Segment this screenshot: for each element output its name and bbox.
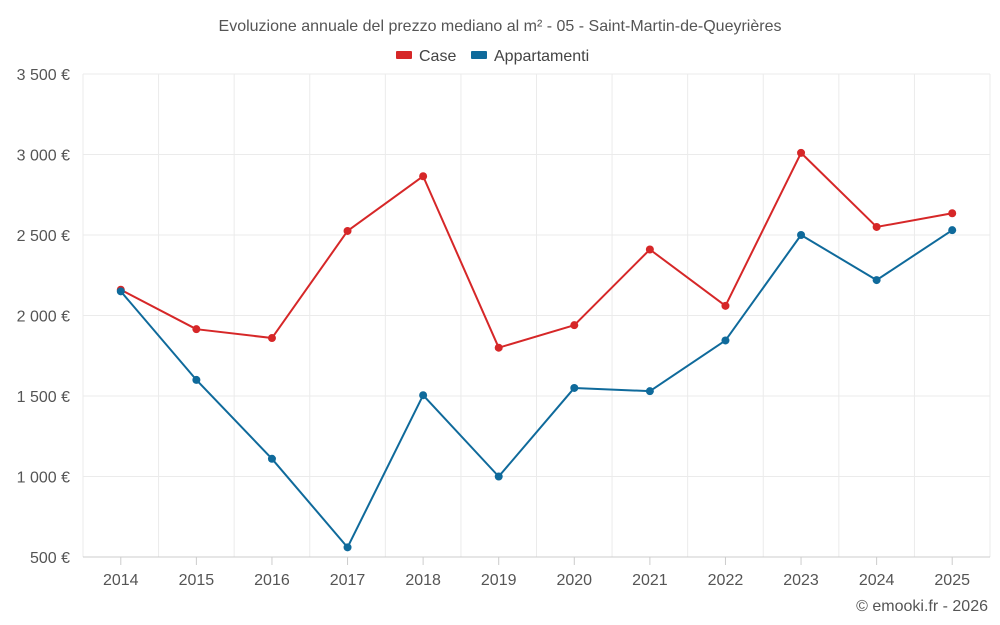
y-tick-label: 1 500 € (17, 389, 70, 406)
data-point-appartamenti[interactable] (267, 454, 276, 463)
series-appartamenti (116, 226, 957, 552)
legend-label-appartamenti: Appartamenti (494, 48, 589, 65)
data-point-case[interactable] (570, 321, 579, 330)
data-point-appartamenti[interactable] (872, 276, 881, 285)
y-tick-label: 3 000 € (17, 148, 70, 165)
data-point-case[interactable] (721, 301, 730, 310)
legend: Case Appartamenti (396, 48, 589, 65)
data-point-case[interactable] (645, 245, 654, 254)
y-tick-label: 2 000 € (17, 309, 70, 326)
x-tick-label: 2016 (254, 572, 290, 589)
legend-swatch-appartamenti (471, 51, 487, 59)
axes: 500 € 1 000 € 1 500 € 2 000 € 2 500 € 3 000 €… (17, 67, 990, 589)
data-point-appartamenti[interactable] (721, 336, 730, 345)
x-tick-label: 2021 (632, 572, 668, 589)
y-tick-label: 1 000 € (17, 470, 70, 487)
series (116, 148, 957, 552)
data-point-appartamenti[interactable] (494, 472, 503, 481)
data-point-case[interactable] (192, 325, 201, 334)
data-point-case[interactable] (267, 334, 276, 343)
y-tick-label: 2 500 € (17, 228, 70, 245)
legend-item-case[interactable]: Case (396, 48, 456, 65)
data-point-appartamenti[interactable] (419, 391, 428, 400)
data-point-appartamenti[interactable] (948, 226, 957, 235)
legend-label-case: Case (419, 48, 456, 65)
data-point-case[interactable] (343, 226, 352, 235)
data-point-case[interactable] (419, 172, 428, 181)
x-tick-label: 2020 (556, 572, 592, 589)
x-tick-label: 2018 (405, 572, 441, 589)
data-point-case[interactable] (797, 148, 806, 157)
data-point-case[interactable] (948, 209, 957, 218)
legend-swatch-case (396, 51, 412, 59)
chart-title: Evoluzione annuale del prezzo mediano al… (219, 18, 782, 35)
data-point-case[interactable] (872, 222, 881, 231)
x-tick-label: 2023 (783, 572, 819, 589)
data-point-appartamenti[interactable] (570, 383, 579, 392)
data-point-appartamenti[interactable] (116, 287, 125, 296)
data-point-appartamenti[interactable] (343, 543, 352, 552)
series-line-appartamenti (120, 229, 953, 549)
series-case (116, 148, 957, 352)
credit-text: © emooki.fr - 2026 (856, 598, 988, 615)
data-point-appartamenti[interactable] (192, 375, 201, 384)
data-point-case[interactable] (494, 343, 503, 352)
y-tick-label: 500 € (30, 550, 70, 567)
x-tick-label: 2024 (859, 572, 895, 589)
grid (82, 73, 991, 558)
legend-item-appartamenti[interactable]: Appartamenti (471, 48, 589, 65)
data-point-appartamenti[interactable] (645, 387, 654, 396)
x-tick-label: 2015 (179, 572, 215, 589)
x-tick-label: 2017 (330, 572, 366, 589)
data-point-appartamenti[interactable] (797, 231, 806, 239)
y-tick-label: 3 500 € (17, 67, 70, 84)
series-line-case (120, 151, 953, 349)
x-tick-label: 2025 (934, 572, 970, 589)
x-tick-label: 2022 (708, 572, 744, 589)
x-tick-label: 2019 (481, 572, 517, 589)
x-tick-label: 2014 (103, 572, 139, 589)
